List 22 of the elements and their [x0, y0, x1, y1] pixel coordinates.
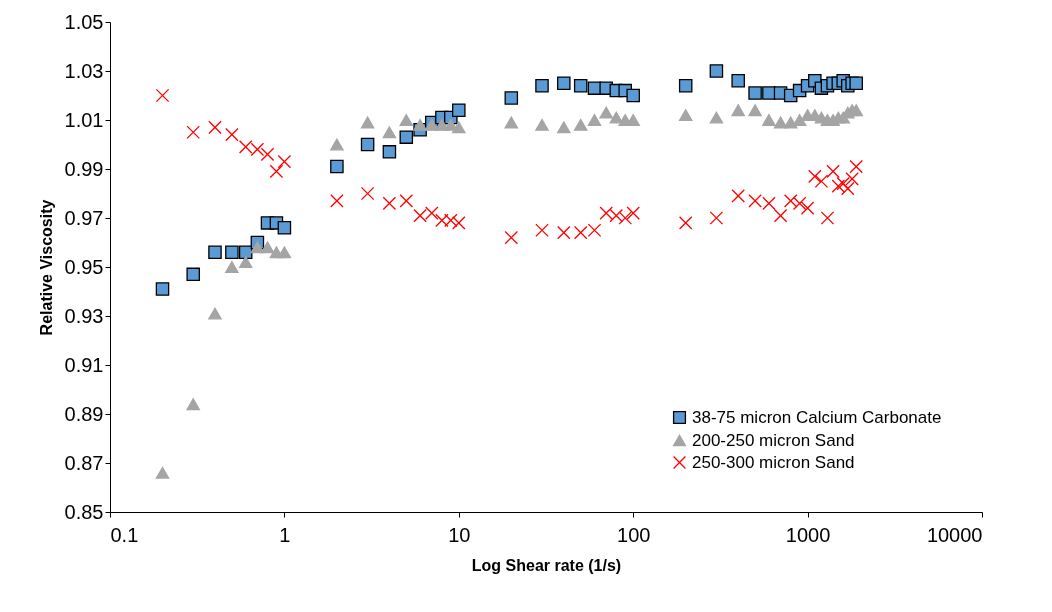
legend-label: 200-250 micron Sand	[692, 430, 855, 450]
y-tick-label: 1.01	[64, 108, 104, 131]
x-tick-label: 10000	[926, 523, 983, 546]
y-tick-label: 0.99	[64, 157, 104, 180]
y-tick-label: 1.05	[64, 10, 104, 33]
y-tick-label: 0.87	[64, 451, 104, 474]
y-tick-label: 0.85	[64, 500, 104, 523]
x-tick-label: 1000	[785, 523, 831, 546]
legend-label: 250-300 micron Sand	[692, 452, 855, 472]
y-tick-label: 0.91	[64, 353, 104, 376]
x-tick-label: 10	[448, 523, 471, 546]
x-tick-label: 1	[279, 523, 291, 546]
x-tick-label: 100	[617, 523, 651, 546]
y-tick-label: 0.93	[64, 304, 104, 327]
y-tick-label: 0.89	[64, 402, 104, 425]
y-axis-title: Relative Viscosity	[37, 199, 55, 336]
x-tick-label: 0.1	[110, 523, 139, 546]
y-tick-label: 0.97	[64, 206, 104, 229]
y-tick-label: 1.03	[64, 59, 104, 82]
y-tick-label: 0.95	[64, 255, 104, 278]
legend-label: 38-75 micron Calcium Carbonate	[692, 407, 942, 427]
x-axis-title: Log Shear rate (1/s)	[471, 556, 622, 574]
